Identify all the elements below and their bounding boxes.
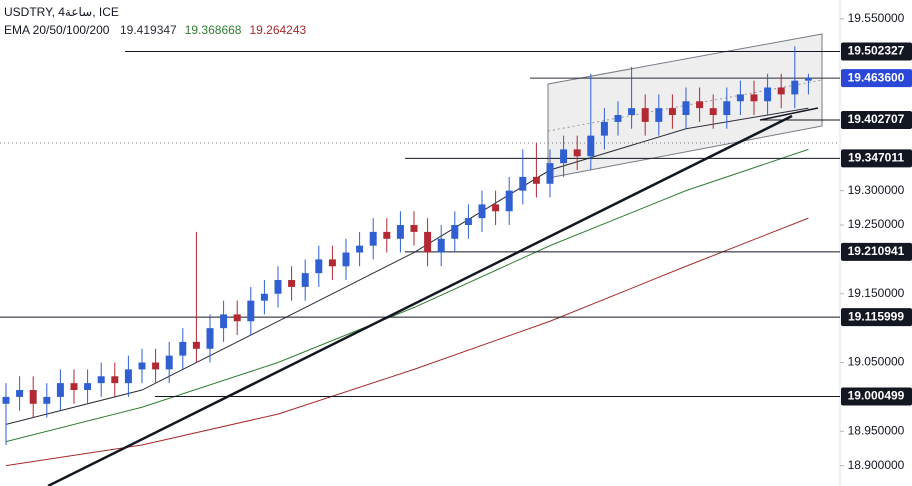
candle-body (274, 280, 282, 294)
candle-body (804, 77, 812, 81)
level-label: 19.115999 (848, 309, 904, 323)
candle-body (342, 252, 350, 267)
channel-mid (547, 79, 823, 132)
candle-body (519, 176, 527, 191)
candle-body (464, 218, 472, 226)
candle-body (505, 190, 513, 212)
candle-body (111, 376, 119, 384)
level-label: 19.502327 (848, 44, 905, 58)
indicator-name: EMA 20/50/100/200 (4, 23, 110, 37)
candle-body (84, 383, 92, 391)
level-label: 19.210941 (848, 244, 905, 258)
candle-body (29, 390, 37, 404)
candle-body (600, 121, 608, 136)
candle-body (138, 362, 146, 370)
candle-body (260, 293, 268, 301)
y-tick-label: 19.050000 (848, 355, 905, 369)
candle-body (532, 176, 540, 184)
candle-body (492, 204, 500, 212)
ema-value: 19.264243 (249, 23, 306, 37)
candle-body (682, 101, 690, 116)
trend-line (47, 114, 793, 486)
candle-body (750, 94, 758, 102)
level-box (841, 308, 912, 327)
candle-body (560, 149, 568, 164)
candle-body (628, 108, 636, 116)
price-axis: 19.550000 19.300000 19.250000 19.150000 19.0… (840, 11, 912, 472)
candle-body (478, 204, 486, 219)
candle-body (233, 314, 241, 322)
level-box (841, 111, 912, 130)
candle-body (723, 101, 731, 116)
level-label: 19.000499 (848, 389, 905, 403)
candle-body (124, 369, 132, 384)
candle-body (179, 341, 187, 356)
candle-body (70, 383, 78, 391)
candle-body (220, 314, 228, 329)
ema-line (5, 217, 809, 467)
y-tick-label: 18.900000 (848, 458, 905, 472)
y-tick-label: 18.950000 (848, 423, 905, 437)
candle-body (410, 225, 418, 232)
level-label: 19.347011 (848, 150, 904, 164)
candle-body (206, 328, 214, 349)
level-box (841, 42, 912, 61)
y-tick-label: 19.550000 (848, 11, 905, 25)
candle-body (764, 87, 772, 102)
candle-body (791, 80, 799, 95)
candle-body (696, 101, 704, 109)
candle-body (247, 300, 255, 322)
candle-body (43, 396, 51, 404)
y-tick-label: 19.150000 (848, 286, 905, 300)
candle-body (668, 108, 676, 116)
candle-body (56, 383, 64, 397)
level-label: 19.402707 (848, 112, 905, 126)
candle-body (328, 259, 336, 267)
ema-line (5, 148, 809, 443)
candle-body (655, 108, 663, 122)
candle-body (97, 376, 105, 384)
candle-body (777, 87, 785, 95)
trend-line-short (759, 107, 819, 121)
candle-body (315, 259, 323, 274)
candle-body (369, 231, 377, 246)
chart-title: USDTRY, 4ساعة, ICE (4, 5, 119, 19)
candle-body (424, 231, 432, 253)
candle-body (301, 273, 309, 287)
ema-value: 19.419347 (120, 23, 177, 37)
candle-body (546, 163, 554, 184)
candle-body (383, 231, 391, 239)
candle-body (396, 225, 404, 239)
candle-body (641, 108, 649, 122)
candle-body (192, 341, 200, 349)
y-tick-label: 19.250000 (848, 217, 905, 231)
candle-body (2, 396, 10, 404)
level-box (841, 242, 912, 261)
candle-body (709, 108, 717, 116)
level-label: 19.463600 (848, 70, 905, 84)
candle-body (356, 245, 364, 253)
candle-body (16, 390, 24, 397)
ema-value: 19.368668 (185, 23, 242, 37)
level-box (841, 69, 912, 88)
candle-body (614, 115, 622, 122)
candle-body (736, 94, 744, 102)
candle-body (573, 149, 581, 157)
level-box (841, 149, 912, 168)
plot (0, 33, 840, 486)
candle-body (165, 355, 173, 370)
candle-body (152, 362, 160, 370)
candle-body (587, 135, 595, 157)
candle-body (288, 280, 296, 287)
candle-body (451, 225, 459, 239)
candle-body (437, 238, 445, 253)
level-box (841, 387, 912, 406)
y-tick-label: 19.300000 (848, 183, 905, 197)
